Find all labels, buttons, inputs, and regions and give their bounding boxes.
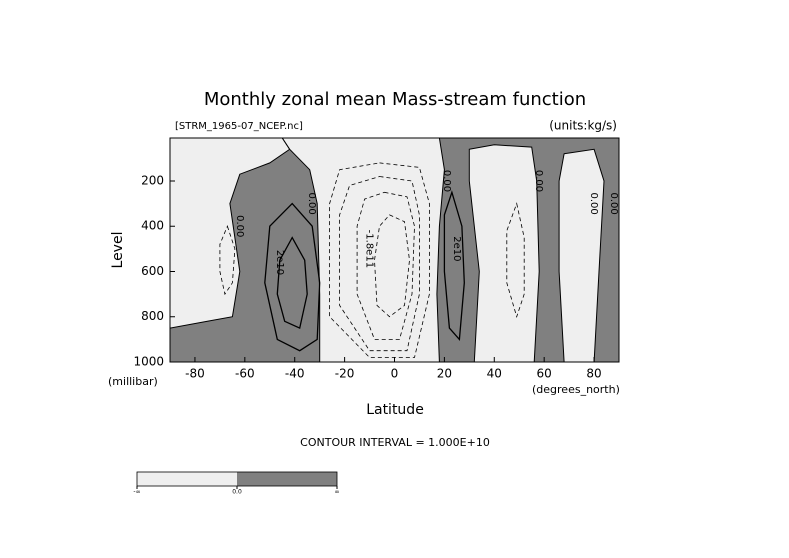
- colorbar-label: ∞: [335, 489, 340, 496]
- contour-label: 0.00: [441, 170, 452, 192]
- contour-label: 0.00: [234, 215, 245, 237]
- subtitle: [STRM_1965-07_NCEP.nc]: [175, 121, 303, 132]
- contour-label: 2e10: [274, 250, 285, 275]
- contour-label: 2e10: [451, 236, 462, 261]
- y-axis-label: Level: [110, 232, 126, 269]
- contour-line: [329, 162, 430, 358]
- contour-label: 0.00: [608, 192, 619, 214]
- x-tick-label: 20: [437, 367, 452, 381]
- y-axis-units: (millibar): [108, 375, 158, 388]
- colorbar-positive: [237, 472, 337, 486]
- x-tick-label: -60: [235, 367, 255, 381]
- contour-line: [264, 202, 321, 352]
- x-tick-label: 60: [537, 367, 552, 381]
- x-tick-label: 0: [391, 367, 399, 381]
- x-tick-label: 80: [586, 367, 601, 381]
- footnote: CONTOUR INTERVAL = 1.000E+10: [300, 436, 490, 449]
- x-tick-label: -40: [285, 367, 305, 381]
- plot-area: 0.00 0.00 2e10 -1.8e11 0.00 2e10 0.00 0.00 0.00: [170, 138, 619, 362]
- contour-label: -1.8e11: [364, 230, 375, 268]
- negative-region: [468, 144, 540, 362]
- contour-line: [506, 202, 525, 319]
- axes: -80 -60 -40 -20 0 20 40 60 80 200 400 600 800 1000 -∞ 0…: [133, 137, 620, 496]
- contour-line: [443, 190, 465, 341]
- x-axis-units: (degrees_north): [532, 383, 620, 396]
- contour-line: [374, 214, 410, 318]
- contour-line: [276, 236, 308, 330]
- colorbar-label: 0.0: [232, 489, 242, 496]
- y-tick-label: 200: [141, 173, 164, 187]
- y-tick-label: 400: [141, 219, 164, 233]
- x-tick-label: 40: [487, 367, 502, 381]
- x-tick-label: -20: [335, 367, 355, 381]
- units: (units:kg/s): [549, 119, 617, 133]
- contour-label: 0.00: [533, 170, 544, 192]
- y-tick-label: 800: [141, 309, 164, 323]
- contour-line: [339, 176, 420, 352]
- colorbar-label: -∞: [133, 489, 140, 496]
- x-axis-label: Latitude: [366, 402, 424, 418]
- contour-label: 0.00: [306, 192, 317, 214]
- chart-title: Monthly zonal mean Mass-stream function: [204, 89, 586, 110]
- contour-label: 0.00: [588, 192, 599, 214]
- y-tick-label: 1000: [133, 355, 164, 369]
- negative-region: [558, 148, 605, 362]
- x-tick-label: -80: [185, 367, 205, 381]
- contour-line: [356, 191, 415, 340]
- y-tick-label: 600: [141, 264, 164, 278]
- contour-line: [219, 225, 236, 296]
- colorbar-negative: [137, 472, 237, 486]
